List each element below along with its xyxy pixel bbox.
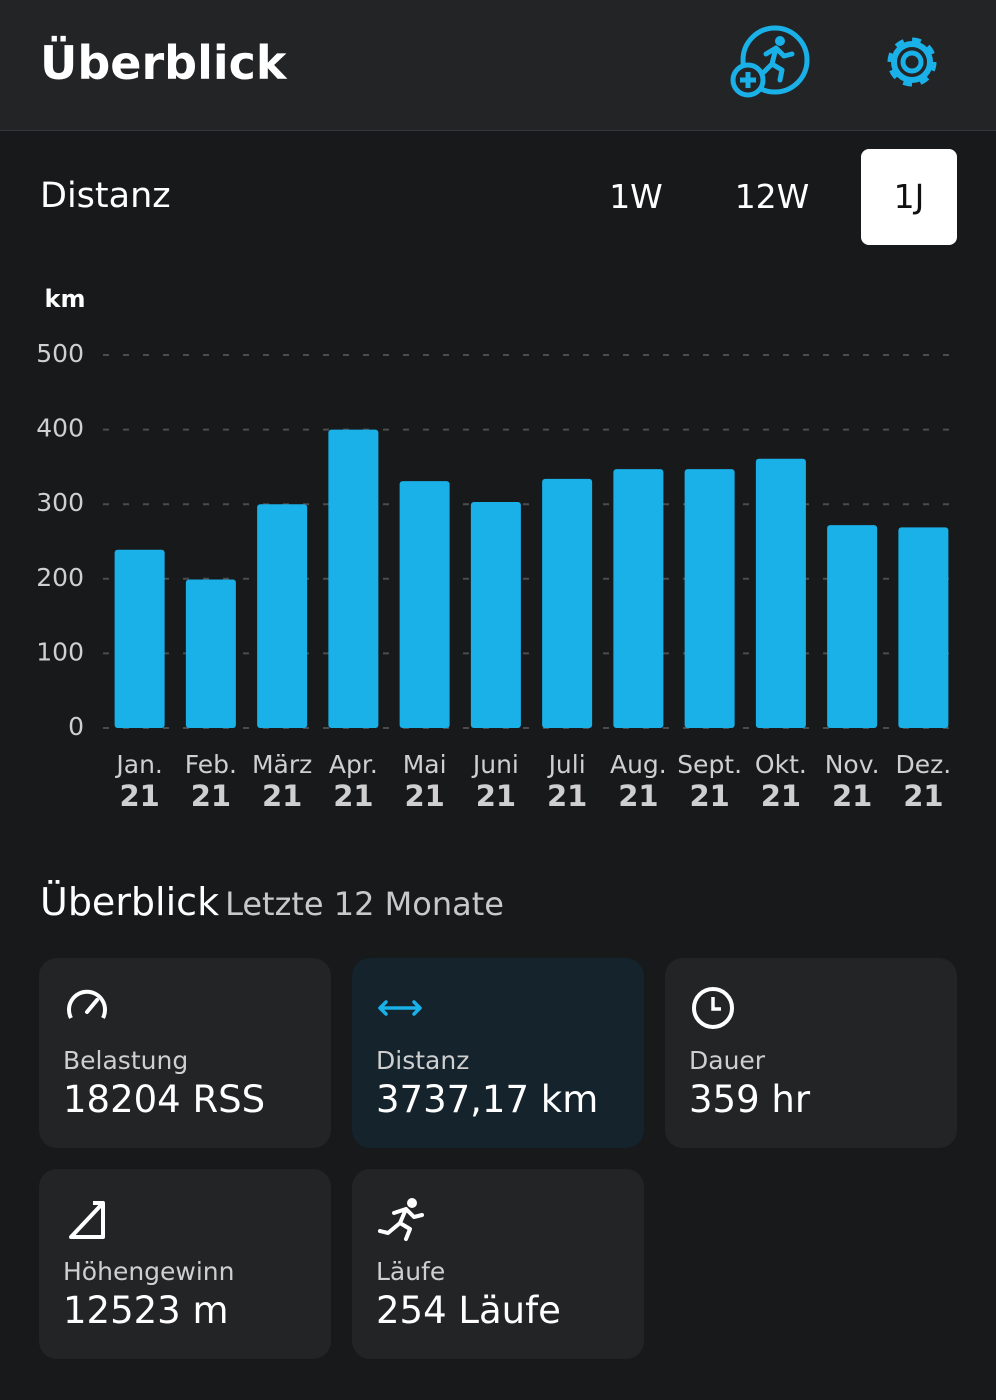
summary-subtitle: Letzte 12 Monate [225, 885, 504, 923]
y-tick-label: 100 [36, 637, 84, 666]
bar [257, 504, 308, 728]
x-tick-year: 21 [832, 779, 872, 813]
bar [399, 481, 450, 728]
summary-title: Überblick Letzte 12 Monate [40, 880, 504, 924]
summary-card[interactable]: Läufe 254 Läufe [352, 1169, 644, 1359]
x-tick-year: 21 [333, 779, 373, 813]
summary-card[interactable]: Höhengewinn 12523 m [39, 1169, 331, 1359]
x-tick-label: Jan. [114, 750, 162, 779]
x-tick-label: Apr. [329, 750, 378, 779]
summary-card[interactable]: Belastung 18204 RSS [39, 958, 331, 1148]
bar [185, 579, 236, 728]
app-header: Überblick [0, 0, 996, 131]
y-tick-label: 200 [36, 563, 84, 592]
x-tick-year: 21 [191, 779, 231, 813]
card-value: 3737,17 km [376, 1078, 599, 1121]
x-tick-label: Dez. [896, 750, 952, 779]
x-tick-label: Mai [403, 750, 447, 779]
bar [613, 469, 664, 728]
x-tick-year: 21 [404, 779, 444, 813]
card-label: Läufe [376, 1257, 446, 1286]
y-tick-label: 300 [36, 488, 84, 517]
card-icon [378, 1198, 424, 1241]
x-tick-year: 21 [547, 779, 587, 813]
x-tick-label: März [252, 750, 312, 779]
bar [755, 458, 806, 728]
x-tick-year: 21 [262, 779, 302, 813]
summary-card[interactable]: Distanz 3737,17 km [352, 958, 644, 1148]
x-tick-label: Aug. [610, 750, 667, 779]
x-tick-label: Sept. [677, 750, 742, 779]
card-icon [69, 1201, 105, 1239]
card-value: 18204 RSS [63, 1078, 266, 1121]
range-button[interactable]: 1J [861, 149, 957, 245]
card-value: 359 hr [689, 1078, 811, 1121]
bar [684, 469, 735, 728]
x-tick-label: Juni [471, 750, 519, 779]
range-button[interactable]: 12W [734, 177, 810, 216]
x-tick-label: Juli [547, 750, 586, 779]
card-label: Dauer [689, 1046, 766, 1075]
card-label: Höhengewinn [63, 1257, 235, 1286]
card-icon [67, 989, 107, 1019]
y-axis-label: km [45, 285, 86, 313]
summary-heading: Überblick [40, 880, 220, 924]
chart: km 0100200300400500Jan.21Feb.21März21Apr… [36, 285, 958, 813]
bar [114, 549, 165, 728]
card-label: Belastung [63, 1046, 189, 1075]
y-tick-label: 0 [68, 712, 84, 741]
summary-card[interactable]: Dauer 359 hr [665, 958, 957, 1148]
bar [470, 501, 521, 728]
x-tick-year: 21 [761, 779, 801, 813]
range-button[interactable]: 1W [609, 177, 663, 216]
x-tick-year: 21 [119, 779, 159, 813]
card-icon [378, 1000, 422, 1016]
card-label: Distanz [376, 1046, 470, 1075]
bar [898, 527, 949, 728]
x-tick-label: Nov. [825, 750, 880, 779]
page-title: Überblick [40, 36, 287, 90]
x-tick-label: Feb. [185, 750, 237, 779]
bar [328, 429, 379, 728]
bar [827, 525, 878, 728]
card-icon [692, 987, 734, 1029]
y-tick-label: 400 [36, 414, 84, 443]
settings-button[interactable] [880, 24, 944, 100]
x-tick-year: 21 [689, 779, 729, 813]
x-tick-year: 21 [903, 779, 943, 813]
y-tick-label: 500 [36, 339, 84, 368]
card-value: 254 Läufe [376, 1289, 561, 1332]
chart-title: Distanz [40, 176, 171, 216]
bar [542, 478, 593, 728]
x-tick-year: 21 [618, 779, 658, 813]
x-tick-year: 21 [476, 779, 516, 813]
add-run-button[interactable] [730, 24, 814, 100]
x-tick-label: Okt. [755, 750, 807, 779]
card-value: 12523 m [63, 1289, 229, 1332]
